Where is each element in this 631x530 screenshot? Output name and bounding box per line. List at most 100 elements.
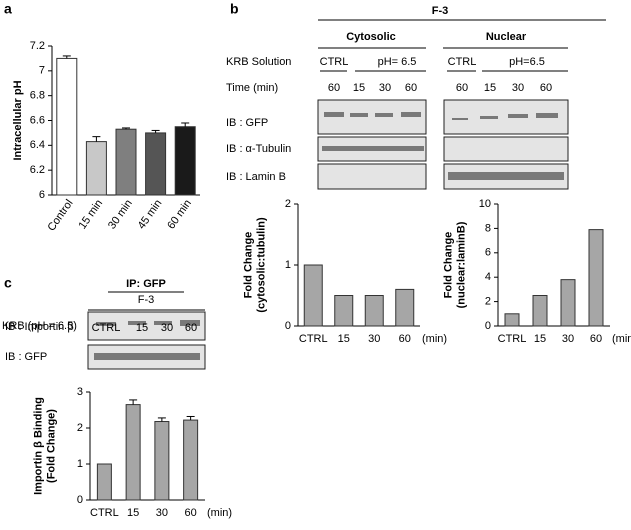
x-tick-label: 15 min — [76, 198, 105, 232]
bar — [115, 128, 137, 196]
blot-label: IB : Lamin B — [226, 171, 286, 183]
condition: pH=6.5 — [509, 56, 545, 68]
bands — [94, 320, 200, 360]
x-tick-label: 60 — [590, 333, 602, 345]
time-label: Time (min) — [226, 82, 278, 94]
lane: 30 — [161, 322, 173, 334]
bar — [174, 126, 196, 196]
bar — [334, 295, 354, 327]
x-tick-label: 30 — [368, 333, 380, 345]
bar — [364, 295, 384, 327]
lane: 15 — [136, 322, 148, 334]
y-tick-label: 1 — [77, 458, 83, 470]
x-tick-label: 30 min — [106, 198, 135, 232]
blot-label: IB : GFP — [226, 117, 268, 129]
y-tick-label: 1 — [285, 259, 291, 271]
bar — [560, 279, 576, 327]
y-axis-label: Fold Change — [242, 232, 254, 299]
x-tick-label: 15 — [127, 507, 139, 519]
bands — [322, 112, 564, 180]
bar — [588, 229, 604, 327]
y-tick-label: 6.8 — [30, 90, 45, 102]
time: 60 — [456, 82, 468, 94]
x-tick-label: 15 — [534, 333, 546, 345]
bar — [145, 132, 167, 196]
y-tick-label: 10 — [479, 198, 491, 210]
time: 30 — [512, 82, 524, 94]
x-tick-label: 45 min — [136, 198, 165, 232]
x-tick-label: 30 — [562, 333, 574, 345]
y-axis-label: Intracellular pH — [12, 80, 24, 160]
y-tick-label: 6.4 — [30, 139, 45, 151]
condition: pH= 6.5 — [378, 56, 417, 68]
time: 15 — [353, 82, 365, 94]
bar — [96, 463, 112, 501]
bar — [154, 421, 170, 501]
x-tick-label: 60 — [399, 333, 411, 345]
x-tick-label: CTRL — [498, 333, 527, 345]
time: 60 — [328, 82, 340, 94]
y-axis-label: Fold Change — [442, 232, 454, 299]
y-axis-label: (cytosolic:tubulin) — [255, 217, 267, 313]
time: 60 — [540, 82, 552, 94]
fraction: Nuclear — [486, 31, 527, 43]
krb-label: KRB Solution — [226, 56, 291, 68]
time: 60 — [405, 82, 417, 94]
x-tick-label: 15 — [338, 333, 350, 345]
y-tick-label: 0 — [285, 320, 291, 332]
condition: CTRL — [320, 56, 349, 68]
bar — [303, 264, 323, 327]
y-tick-label: 2 — [285, 198, 291, 210]
bar — [183, 419, 199, 501]
y-tick-label: 2 — [485, 296, 491, 308]
panel-label: a — [4, 1, 12, 17]
y-axis-label: (nuclear:laminB) — [455, 221, 467, 308]
cell-line: F-3 — [138, 294, 155, 306]
x-tick-label: CTRL — [299, 333, 328, 345]
x-tick-label: 30 — [156, 507, 168, 519]
y-tick-label: 6 — [39, 189, 45, 201]
bar — [125, 404, 141, 501]
lane: CTRL — [92, 322, 121, 334]
x-tick-label: Control — [45, 198, 75, 234]
y-axis-label: Importin β Binding — [32, 397, 44, 495]
lane: 60 — [185, 322, 197, 334]
ip-label: IP: GFP — [126, 278, 166, 290]
fraction: Cytosolic — [346, 31, 396, 43]
y-tick-label: 4 — [485, 271, 491, 283]
krb-label: KRB (pH = 6.5) — [2, 320, 77, 332]
y-tick-label: 2 — [77, 422, 83, 434]
bar — [395, 288, 415, 327]
blot-image — [443, 136, 569, 162]
cell-line: F-3 — [432, 5, 449, 17]
y-axis-label: (Fold Change) — [45, 409, 57, 483]
y-tick-label: 6.6 — [30, 114, 45, 126]
blot-label: IB : Importin β — [5, 321, 74, 333]
panel-label: c — [4, 275, 12, 291]
x-unit: (min) — [422, 333, 447, 345]
y-tick-label: 3 — [77, 386, 83, 398]
x-unit: (min) — [612, 333, 631, 345]
x-tick-label: CTRL — [90, 507, 119, 519]
y-tick-label: 0 — [77, 494, 83, 506]
y-tick-label: 0 — [485, 320, 491, 332]
time: 15 — [484, 82, 496, 94]
bar — [56, 57, 78, 196]
blot-label: IB : GFP — [5, 351, 47, 363]
x-tick-label: 60 min — [165, 198, 194, 232]
y-tick-label: 6.2 — [30, 164, 45, 176]
y-tick-label: 7 — [39, 65, 45, 77]
blot-label: IB : α-Tubulin — [226, 143, 291, 155]
y-tick-label: 7.2 — [30, 40, 45, 52]
y-tick-label: 6 — [485, 247, 491, 259]
time: 30 — [379, 82, 391, 94]
bar — [504, 313, 520, 327]
blot-image — [317, 163, 427, 190]
condition: CTRL — [448, 56, 477, 68]
bar — [85, 141, 107, 196]
bar — [532, 295, 548, 327]
x-tick-label: 60 — [185, 507, 197, 519]
panel-label: b — [230, 1, 239, 17]
x-unit: (min) — [207, 507, 232, 519]
